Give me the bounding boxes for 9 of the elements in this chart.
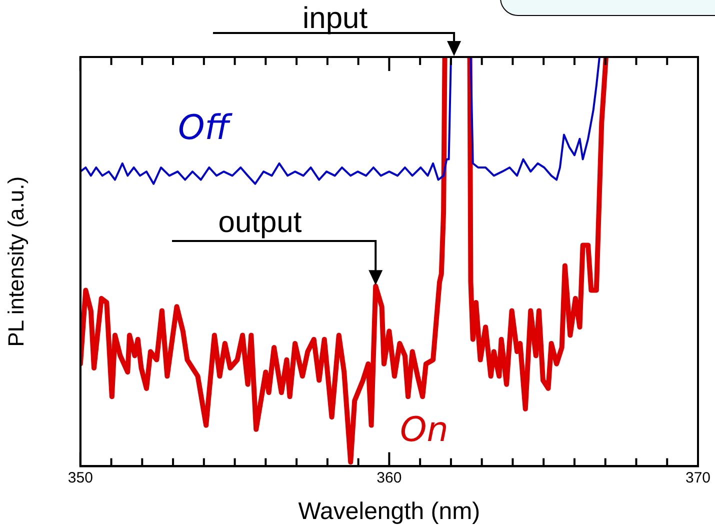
annotation: input [302,2,368,35]
annotation: output [218,206,302,239]
y-axis-title: PL intensity (a.u.) [3,176,28,347]
x-tick-label: 370 [685,469,711,486]
x-tick-label: 360 [376,469,402,486]
series-label: Off [178,108,233,148]
series-label: On [400,410,448,450]
x-tick-label: 350 [68,469,93,486]
x-axis-title: Wavelength (nm) [298,498,480,526]
